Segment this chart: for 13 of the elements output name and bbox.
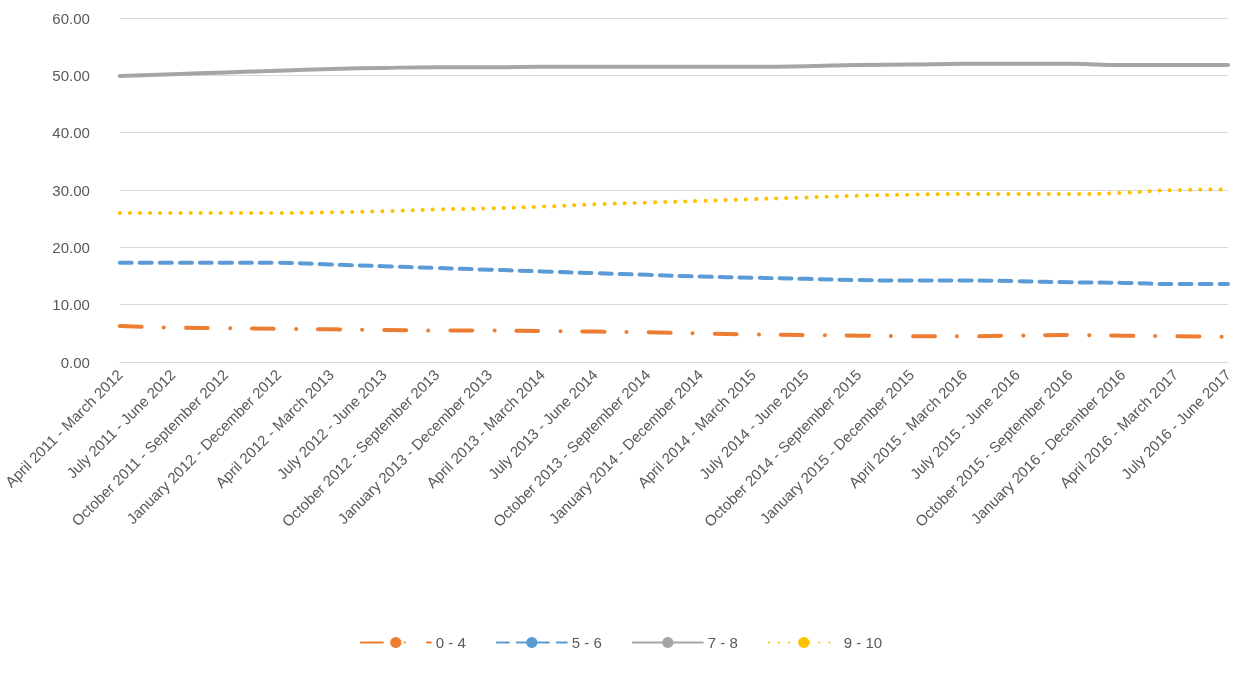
y-tick-label: 50.00 [52, 66, 90, 84]
y-tick-label: 20.00 [52, 238, 90, 256]
legend-label: 0 - 4 [435, 634, 466, 651]
legend-label: 9 - 10 [843, 634, 883, 651]
line-series [117, 260, 1230, 287]
legend-label: 5 - 6 [571, 634, 602, 651]
y-tick-label: 0.00 [60, 353, 90, 371]
legend-label: 7 - 8 [707, 634, 738, 651]
y-tick-label: 60.00 [52, 9, 90, 27]
y-tick-label: 30.00 [52, 181, 90, 199]
line-series [117, 61, 1230, 78]
y-tick-label: 40.00 [52, 124, 90, 142]
y-tick-label: 10.00 [52, 296, 90, 314]
